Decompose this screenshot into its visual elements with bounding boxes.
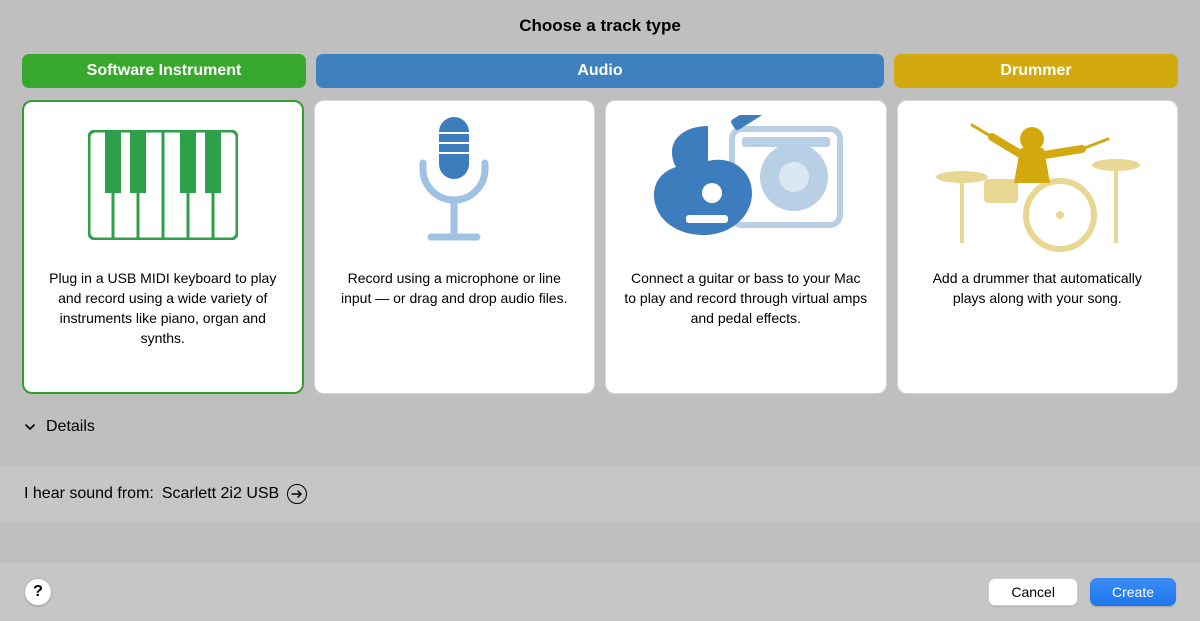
card-description: Record using a microphone or line input … <box>329 269 581 309</box>
track-type-tabs: Software Instrument Audio Drummer <box>0 46 1200 88</box>
details-toggle[interactable]: Details <box>24 418 95 436</box>
card-description: Add a drummer that automatically plays a… <box>912 269 1164 309</box>
dialog-title-row: Choose a track type <box>0 0 1200 46</box>
guitar-amp-icon <box>620 115 872 255</box>
details-toggle-label: Details <box>46 418 95 436</box>
sound-output-prefix: I hear sound from: <box>24 485 154 503</box>
arrow-right-icon <box>291 489 303 499</box>
card-description: Connect a guitar or bass to your Mac to … <box>620 269 872 329</box>
card-audio-guitar[interactable]: Connect a guitar or bass to your Mac to … <box>605 100 887 394</box>
sound-output-bar: I hear sound from: Scarlett 2i2 USB <box>0 466 1200 522</box>
chevron-down-icon <box>24 421 36 433</box>
dialog-title: Choose a track type <box>0 16 1200 36</box>
details-region: Details <box>0 402 1200 438</box>
piano-keys-icon <box>88 130 238 240</box>
dialog-footer: ? Cancel Create <box>0 563 1200 621</box>
piano-keys-icon <box>37 115 289 255</box>
tab-software-instrument[interactable]: Software Instrument <box>22 54 306 88</box>
sound-output-change-button[interactable] <box>287 484 307 504</box>
tab-drummer[interactable]: Drummer <box>894 54 1178 88</box>
tab-audio[interactable]: Audio <box>316 54 884 88</box>
card-description: Plug in a USB MIDI keyboard to play and … <box>37 269 289 349</box>
drummer-icon <box>932 115 1142 255</box>
card-drummer[interactable]: Add a drummer that automatically plays a… <box>897 100 1179 394</box>
help-button-label: ? <box>33 583 43 601</box>
drummer-icon <box>912 115 1164 255</box>
cancel-button[interactable]: Cancel <box>988 578 1078 606</box>
card-software-instrument[interactable]: Plug in a USB MIDI keyboard to play and … <box>22 100 304 394</box>
microphone-icon <box>409 115 499 255</box>
create-button[interactable]: Create <box>1090 578 1176 606</box>
card-audio-mic[interactable]: Record using a microphone or line input … <box>314 100 596 394</box>
guitar-amp-icon <box>646 115 846 255</box>
microphone-icon <box>329 115 581 255</box>
track-type-cards: Plug in a USB MIDI keyboard to play and … <box>0 88 1200 402</box>
sound-output-device: Scarlett 2i2 USB <box>162 485 279 503</box>
help-button[interactable]: ? <box>24 578 52 606</box>
